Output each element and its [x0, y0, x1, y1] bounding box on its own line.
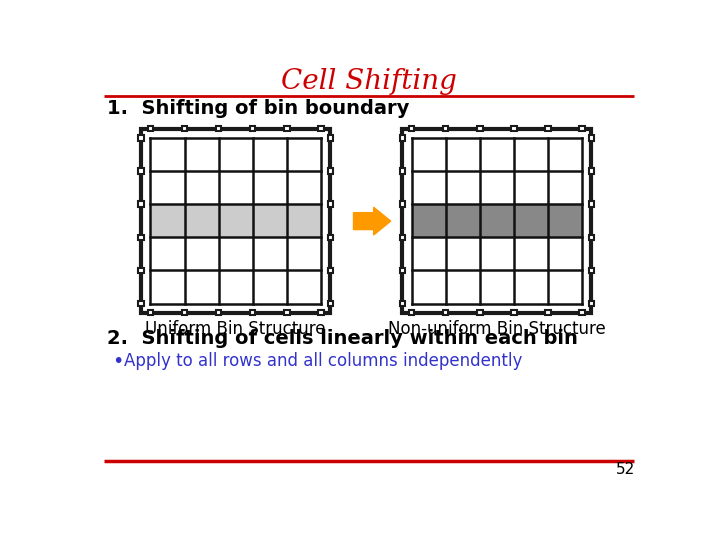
- Bar: [580, 126, 585, 131]
- Bar: [589, 268, 594, 273]
- Bar: [580, 310, 585, 315]
- Bar: [589, 234, 594, 240]
- Bar: [138, 201, 144, 207]
- Bar: [511, 126, 517, 131]
- Bar: [250, 310, 256, 315]
- Bar: [545, 310, 551, 315]
- Bar: [402, 129, 591, 313]
- Bar: [589, 301, 594, 306]
- Bar: [400, 301, 405, 306]
- Bar: [400, 268, 405, 273]
- Bar: [589, 201, 594, 207]
- Text: 2.  Shifting of cells linearly within each bin: 2. Shifting of cells linearly within eac…: [107, 329, 578, 348]
- Bar: [400, 135, 405, 140]
- Bar: [216, 310, 221, 315]
- Bar: [443, 310, 449, 315]
- Bar: [328, 234, 333, 240]
- Bar: [250, 126, 256, 131]
- Bar: [318, 126, 324, 131]
- Bar: [400, 201, 405, 207]
- Bar: [182, 310, 187, 315]
- Bar: [409, 310, 414, 315]
- Bar: [477, 126, 482, 131]
- Bar: [284, 126, 289, 131]
- Text: 52: 52: [616, 462, 635, 477]
- Bar: [589, 168, 594, 174]
- Bar: [400, 234, 405, 240]
- Bar: [589, 135, 594, 140]
- Bar: [148, 126, 153, 131]
- Bar: [400, 168, 405, 174]
- Bar: [328, 301, 333, 306]
- Bar: [148, 310, 153, 315]
- Text: 1.  Shifting of bin boundary: 1. Shifting of bin boundary: [107, 99, 410, 118]
- Bar: [284, 310, 289, 315]
- Bar: [328, 168, 333, 174]
- Bar: [138, 301, 144, 306]
- Bar: [138, 234, 144, 240]
- Bar: [412, 204, 582, 237]
- Bar: [182, 126, 187, 131]
- Text: Uniform Bin Structure: Uniform Bin Structure: [145, 320, 326, 339]
- Bar: [138, 168, 144, 174]
- Bar: [150, 204, 321, 237]
- FancyArrow shape: [354, 207, 391, 235]
- Bar: [138, 268, 144, 273]
- Bar: [328, 135, 333, 140]
- Bar: [443, 126, 449, 131]
- Bar: [141, 129, 330, 313]
- Bar: [477, 310, 482, 315]
- Bar: [216, 126, 221, 131]
- Bar: [138, 135, 144, 140]
- Bar: [328, 268, 333, 273]
- Text: Apply to all rows and all columns independently: Apply to all rows and all columns indepe…: [124, 352, 523, 370]
- Bar: [511, 310, 517, 315]
- Bar: [409, 126, 414, 131]
- Bar: [318, 310, 324, 315]
- Text: Cell Shifting: Cell Shifting: [281, 68, 457, 95]
- Text: Non-uniform Bin Structure: Non-uniform Bin Structure: [388, 320, 606, 339]
- Bar: [545, 126, 551, 131]
- Bar: [328, 201, 333, 207]
- Text: •: •: [112, 352, 123, 371]
